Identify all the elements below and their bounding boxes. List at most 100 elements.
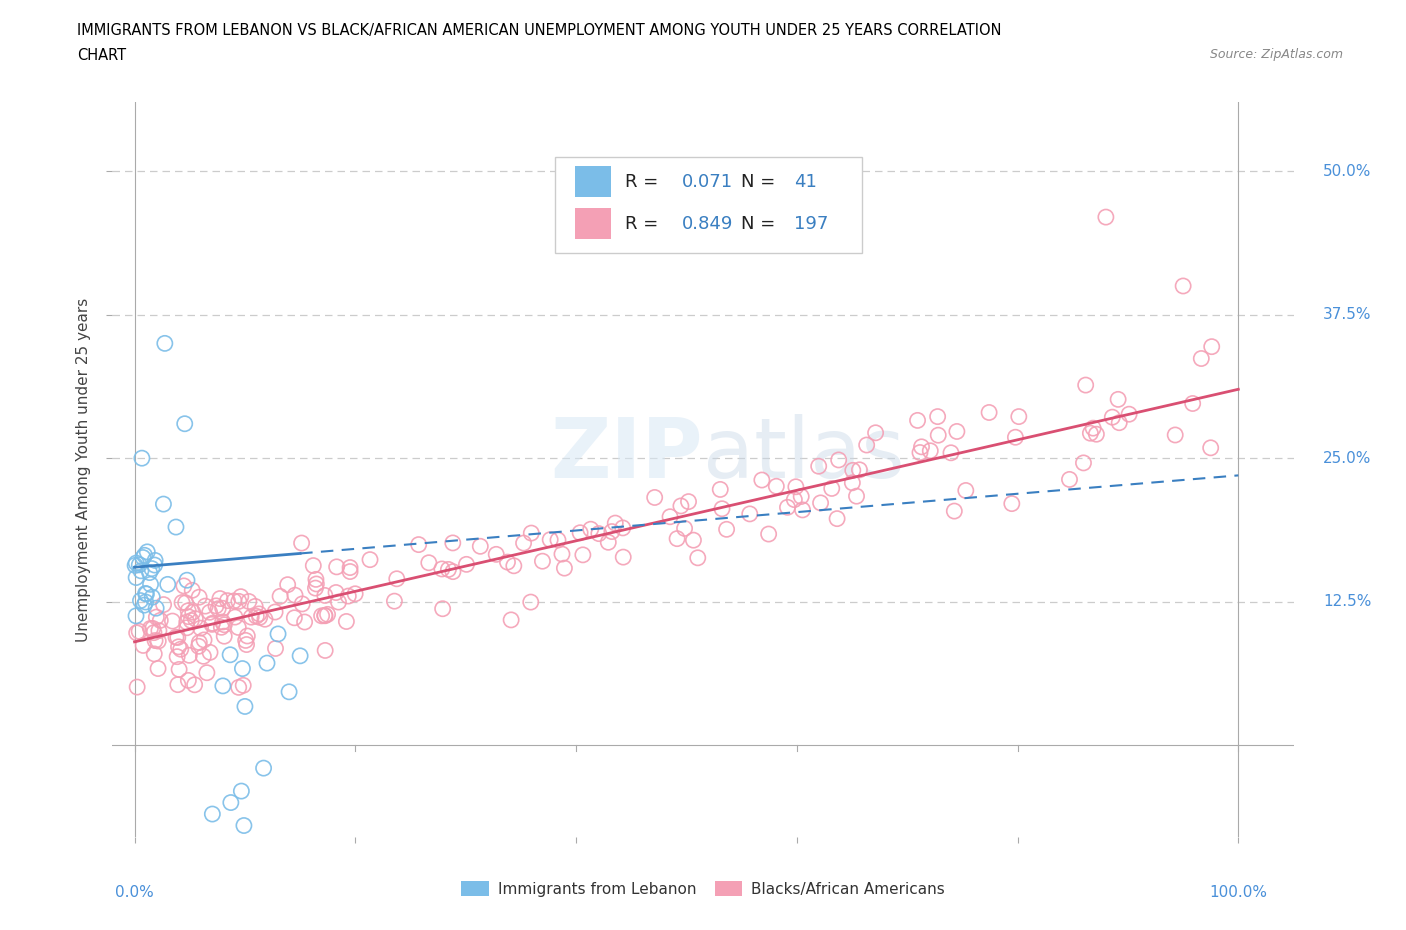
Text: 0.0%: 0.0% bbox=[115, 884, 153, 899]
Point bbox=[666, 531, 689, 546]
Point bbox=[669, 498, 692, 513]
Point bbox=[927, 428, 949, 443]
Point bbox=[228, 680, 250, 695]
Point bbox=[212, 679, 235, 694]
Point bbox=[228, 594, 250, 609]
Point bbox=[139, 621, 162, 636]
Point bbox=[855, 438, 877, 453]
Point bbox=[1199, 441, 1222, 456]
Point bbox=[143, 633, 166, 648]
Point bbox=[908, 445, 931, 460]
Point bbox=[184, 611, 207, 626]
Point bbox=[339, 565, 361, 579]
Text: 0.849: 0.849 bbox=[682, 215, 733, 233]
Text: 25.0%: 25.0% bbox=[1323, 451, 1371, 466]
Point bbox=[177, 609, 200, 624]
Point bbox=[1008, 409, 1031, 424]
Point bbox=[598, 535, 620, 550]
Point bbox=[176, 620, 198, 635]
Point bbox=[776, 500, 799, 515]
Point bbox=[219, 647, 242, 662]
Point bbox=[132, 550, 155, 565]
Point bbox=[512, 536, 534, 551]
Point bbox=[1189, 352, 1212, 366]
Point bbox=[659, 510, 682, 525]
Point bbox=[709, 482, 731, 497]
Point bbox=[441, 536, 464, 551]
Point bbox=[143, 553, 166, 568]
Point bbox=[807, 458, 830, 473]
Point bbox=[269, 589, 291, 604]
Point bbox=[267, 627, 290, 642]
Point bbox=[188, 635, 211, 650]
Point bbox=[173, 417, 195, 432]
Point bbox=[166, 649, 188, 664]
Text: 50.0%: 50.0% bbox=[1323, 164, 1371, 179]
Point bbox=[170, 642, 193, 657]
Text: Source: ZipAtlas.com: Source: ZipAtlas.com bbox=[1209, 48, 1343, 61]
Legend: Immigrants from Lebanon, Blacks/African Americans: Immigrants from Lebanon, Blacks/African … bbox=[456, 874, 950, 903]
Point bbox=[162, 614, 184, 629]
Point bbox=[148, 633, 170, 648]
Point bbox=[187, 639, 209, 654]
Point bbox=[865, 425, 887, 440]
Point bbox=[229, 590, 252, 604]
Point bbox=[738, 507, 761, 522]
Point bbox=[1101, 410, 1123, 425]
Point bbox=[907, 413, 929, 428]
Point bbox=[173, 578, 195, 593]
Point bbox=[291, 596, 314, 611]
Point bbox=[1201, 339, 1223, 354]
Point bbox=[600, 525, 623, 539]
Point bbox=[207, 602, 229, 617]
FancyBboxPatch shape bbox=[575, 166, 610, 196]
Point bbox=[845, 489, 868, 504]
Point bbox=[783, 492, 806, 507]
Point bbox=[214, 618, 236, 632]
Point bbox=[337, 589, 360, 604]
Text: 37.5%: 37.5% bbox=[1323, 307, 1371, 322]
Point bbox=[810, 496, 832, 511]
Text: 197: 197 bbox=[794, 215, 828, 233]
Point bbox=[277, 578, 299, 592]
Point bbox=[212, 629, 235, 644]
Point bbox=[385, 571, 408, 586]
Point bbox=[765, 479, 787, 494]
Point bbox=[253, 612, 276, 627]
Point bbox=[231, 661, 253, 676]
Point bbox=[188, 590, 211, 604]
Point bbox=[686, 551, 709, 565]
Point bbox=[612, 550, 634, 565]
Point bbox=[134, 598, 156, 613]
Point bbox=[179, 648, 201, 663]
Point bbox=[612, 521, 634, 536]
Point bbox=[335, 614, 357, 629]
Point bbox=[553, 561, 575, 576]
Point bbox=[1004, 430, 1026, 445]
Point bbox=[198, 604, 221, 619]
Point bbox=[758, 526, 780, 541]
Point bbox=[790, 489, 813, 504]
Point bbox=[520, 525, 543, 540]
Point bbox=[314, 643, 336, 658]
Point bbox=[547, 533, 569, 548]
Point bbox=[432, 602, 454, 617]
Point bbox=[1001, 497, 1024, 512]
Point bbox=[193, 632, 215, 647]
Point bbox=[232, 818, 254, 833]
Point bbox=[143, 646, 166, 661]
Point bbox=[181, 604, 204, 619]
Point bbox=[284, 588, 307, 603]
Point bbox=[195, 665, 218, 680]
Point bbox=[245, 609, 267, 624]
Text: 12.5%: 12.5% bbox=[1323, 594, 1371, 609]
Point bbox=[247, 606, 270, 621]
Point bbox=[219, 795, 242, 810]
Point bbox=[143, 558, 166, 573]
Point bbox=[125, 608, 148, 623]
Point bbox=[264, 641, 287, 656]
Point bbox=[437, 562, 460, 577]
Point bbox=[139, 577, 162, 591]
Text: IMMIGRANTS FROM LEBANON VS BLACK/AFRICAN AMERICAN UNEMPLOYMENT AMONG YOUTH UNDER: IMMIGRANTS FROM LEBANON VS BLACK/AFRICAN… bbox=[77, 23, 1002, 38]
Point bbox=[222, 593, 245, 608]
